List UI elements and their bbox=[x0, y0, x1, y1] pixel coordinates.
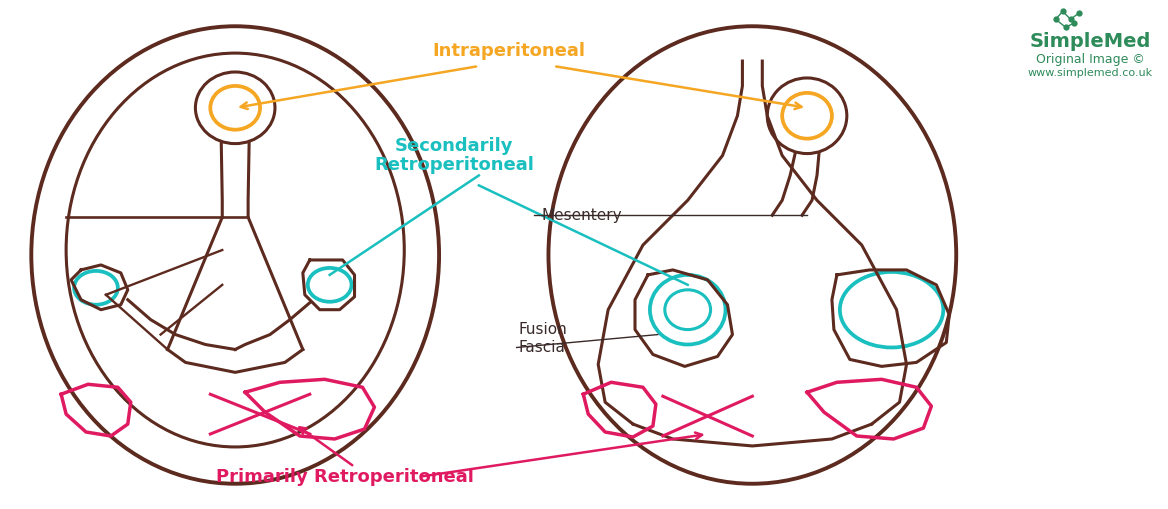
Text: Retroperitoneal: Retroperitoneal bbox=[374, 156, 534, 175]
Text: Primarily Retroperitoneal: Primarily Retroperitoneal bbox=[216, 468, 473, 486]
Text: Secondarily: Secondarily bbox=[395, 136, 513, 155]
Text: Intraperitoneal: Intraperitoneal bbox=[432, 42, 585, 60]
Text: www.simplemed.co.uk: www.simplemed.co.uk bbox=[1028, 68, 1153, 78]
Text: Mesentery: Mesentery bbox=[542, 208, 623, 223]
Text: Fascia: Fascia bbox=[519, 340, 565, 355]
Text: Fusion: Fusion bbox=[519, 322, 568, 337]
Text: Original Image ©: Original Image © bbox=[1036, 52, 1145, 66]
Text: SimpleMed: SimpleMed bbox=[1030, 32, 1152, 51]
